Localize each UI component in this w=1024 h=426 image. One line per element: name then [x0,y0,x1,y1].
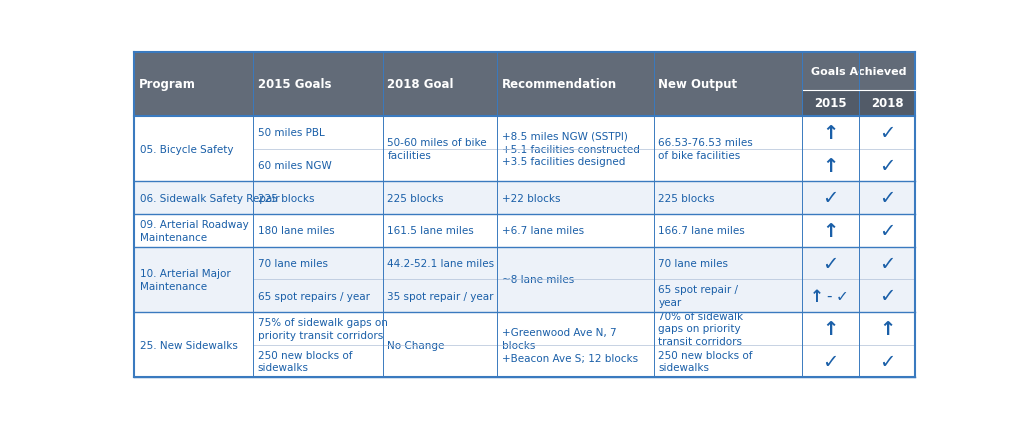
Text: Goals Achieved: Goals Achieved [811,66,906,77]
Bar [859,53,915,90]
Text: ✓: ✓ [879,156,895,175]
Text: 65 spot repairs / year: 65 spot repairs / year [258,291,370,301]
Text: 09. Arterial Roadway
Maintenance: 09. Arterial Roadway Maintenance [140,219,249,242]
Bar [802,53,859,90]
Text: Program: Program [139,78,196,91]
Text: 2018: 2018 [870,97,903,110]
Text: 250 new blocks of
sidewalks: 250 new blocks of sidewalks [658,350,753,373]
Bar [134,215,915,247]
Text: 70 lane miles: 70 lane miles [658,259,728,268]
Text: 70 lane miles: 70 lane miles [258,259,328,268]
Text: 35 spot repair / year: 35 spot repair / year [387,291,494,301]
Text: 06. Sidewalk Safety Repair: 06. Sidewalk Safety Repair [140,193,280,203]
Text: 250 new blocks of
sidewalks: 250 new blocks of sidewalks [258,350,352,373]
Text: 44.2-52.1 lane miles: 44.2-52.1 lane miles [387,259,495,268]
Bar [802,90,859,117]
Text: 50-60 miles of bike
facilities: 50-60 miles of bike facilities [387,138,487,161]
Text: 225 blocks: 225 blocks [258,193,314,203]
Text: ✓: ✓ [822,254,839,273]
Text: ✓: ✓ [879,254,895,273]
Text: ↑: ↑ [822,124,839,143]
Text: 166.7 lane miles: 166.7 lane miles [658,226,745,236]
Text: 25. New Sidewalks: 25. New Sidewalks [140,340,238,350]
Text: -: - [826,288,831,303]
Text: 50 miles PBL: 50 miles PBL [258,128,325,138]
Text: 2018 Goal: 2018 Goal [387,78,454,91]
Text: ↑: ↑ [822,156,839,175]
Text: 225 blocks: 225 blocks [658,193,715,203]
Text: 225 blocks: 225 blocks [387,193,444,203]
Text: +22 blocks: +22 blocks [502,193,561,203]
Text: ↑: ↑ [879,319,895,338]
Text: 05. Bicycle Safety: 05. Bicycle Safety [140,144,233,154]
Bar [134,117,915,182]
Text: 10. Arterial Major
Maintenance: 10. Arterial Major Maintenance [140,268,230,291]
Text: Recommendation: Recommendation [502,78,617,91]
Text: 2015: 2015 [814,97,847,110]
Bar [859,90,915,117]
Text: ✓: ✓ [836,288,849,303]
Bar [498,53,653,117]
Bar [134,182,915,215]
Text: 60 miles NGW: 60 miles NGW [258,161,332,170]
Text: ✓: ✓ [879,287,895,305]
Text: 180 lane miles: 180 lane miles [258,226,335,236]
Text: ~8 lane miles: ~8 lane miles [502,275,574,285]
Text: New Output: New Output [658,78,737,91]
Bar [653,53,802,117]
Text: ↑: ↑ [822,319,839,338]
Text: No Change: No Change [387,340,444,350]
Text: ✓: ✓ [822,352,839,371]
Text: ✓: ✓ [879,189,895,208]
Text: 161.5 lane miles: 161.5 lane miles [387,226,474,236]
Text: ↑: ↑ [822,222,839,240]
Text: ✓: ✓ [879,222,895,240]
Text: +8.5 miles NGW (SSTPI)
+5.1 facilities constructed
+3.5 facilities designed: +8.5 miles NGW (SSTPI) +5.1 facilities c… [502,132,640,167]
Bar [383,53,498,117]
Bar [253,53,383,117]
Text: +6.7 lane miles: +6.7 lane miles [502,226,585,236]
Text: 75% of sidewalk gaps on
priority transit corridors: 75% of sidewalk gaps on priority transit… [258,317,388,340]
Text: ✓: ✓ [822,189,839,208]
Text: +Greenwood Ave N, 7
blocks
+Beacon Ave S; 12 blocks: +Greenwood Ave N, 7 blocks +Beacon Ave S… [502,327,638,363]
Text: ✓: ✓ [879,124,895,143]
Text: 66.53-76.53 miles
of bike facilities: 66.53-76.53 miles of bike facilities [658,138,754,161]
Text: 65 spot repair /
year: 65 spot repair / year [658,285,738,308]
Text: 70% of sidewalk
gaps on priority
transit corridors: 70% of sidewalk gaps on priority transit… [658,311,743,346]
Text: ↑: ↑ [810,287,824,305]
Bar [134,312,915,377]
Bar [134,247,915,312]
Text: 2015 Goals: 2015 Goals [258,78,332,91]
Text: ✓: ✓ [879,352,895,371]
Bar [134,53,253,117]
